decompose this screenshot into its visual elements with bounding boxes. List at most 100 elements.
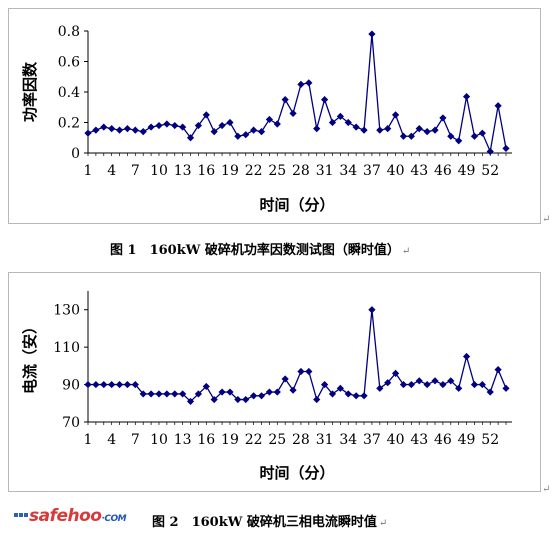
chart-panel-power-factor: 0 0.2 0.4 0.6 0.8 1 4 7 10 13 16 19 22 25 28 31 34 37 40 43…: [8, 8, 541, 224]
data-point-marker: [289, 109, 297, 117]
y-tick-label: 90: [62, 378, 80, 394]
data-point-marker: [470, 380, 479, 389]
current-chart: 70 90 110 130 1 4 7 10 13 16 19 22 25 28 31 34 37 40 43 46 4…: [21, 291, 512, 482]
x-tick-label: 46: [434, 163, 452, 179]
chart-panel-current: 70 90 110 130 1 4 7 10 13 16 19 22 25 28 31 34 37 40 43 46 4…: [8, 272, 541, 492]
series-line: [87, 33, 507, 154]
watermark-suffix: ·COM: [101, 514, 127, 524]
data-point-marker: [305, 79, 313, 87]
data-point-marker: [439, 380, 447, 389]
data-point-marker: [352, 392, 360, 400]
y-tick-label: 0.6: [58, 55, 80, 71]
return-mark: ↵: [542, 214, 551, 225]
y-tick-label: 130: [53, 303, 80, 319]
x-tick-label: 10: [150, 432, 168, 448]
data-point-marker: [250, 126, 258, 134]
x-tick-label: 1: [84, 163, 93, 179]
data-point-marker: [281, 96, 289, 104]
x-tick-label: 25: [268, 163, 286, 179]
y-axis-label: 功率因数: [21, 61, 39, 122]
x-tick-label: 52: [481, 163, 499, 179]
data-point-marker: [147, 390, 155, 398]
x-tick-label: 13: [174, 163, 192, 179]
x-tick-label: 4: [107, 163, 116, 179]
x-tick-label: 49: [458, 163, 476, 179]
data-point-marker: [352, 123, 360, 131]
x-tick-label: 52: [481, 432, 499, 448]
data-point-marker: [257, 128, 266, 136]
x-tick-label: 40: [387, 432, 405, 448]
data-point-marker: [502, 144, 510, 153]
figure-2-caption-text: 图 2 160kW 破碎机三相电流瞬时值: [152, 515, 377, 530]
data-point-marker: [92, 380, 100, 389]
x-tick-label: 19: [221, 163, 239, 179]
data-point-marker: [478, 380, 486, 389]
x-tick-label: 13: [174, 432, 192, 448]
data-point-marker: [242, 131, 250, 139]
x-tick-label: 22: [245, 163, 263, 179]
data-point-marker: [384, 379, 392, 387]
data-point-marker: [297, 367, 305, 376]
data-point-marker: [108, 380, 116, 389]
x-tick-label: 22: [245, 432, 263, 448]
data-point-marker: [147, 123, 155, 131]
return-mark: ↵: [378, 518, 388, 529]
watermark-brand: safehoo: [29, 506, 102, 526]
x-tick-label: 16: [197, 432, 215, 448]
data-point-marker: [289, 386, 297, 394]
x-axis-label: 时间（分）: [259, 464, 334, 482]
data-point-marker: [360, 392, 368, 400]
data-point-marker: [115, 380, 124, 389]
x-tick-label: 31: [316, 163, 334, 179]
data-point-marker: [250, 392, 258, 400]
data-point-marker: [171, 121, 179, 130]
data-point-marker: [313, 125, 321, 133]
data-point-marker: [242, 395, 250, 404]
return-mark: ↵: [542, 484, 551, 495]
y-tick-label: 0.4: [58, 85, 80, 101]
data-point-marker: [313, 395, 321, 404]
data-point-marker: [218, 121, 226, 130]
data-point-marker: [368, 30, 376, 38]
y-tick-label: 0.2: [58, 116, 80, 132]
data-point-marker: [84, 129, 92, 137]
x-tick-label: 43: [410, 163, 428, 179]
x-tick-label: 34: [339, 432, 357, 448]
data-point-marker: [131, 126, 139, 134]
data-point-marker: [447, 132, 455, 140]
x-tick-label: 1: [84, 432, 93, 448]
data-point-marker: [407, 380, 415, 389]
x-tick-label: 10: [150, 163, 168, 179]
x-tick-label: 49: [458, 432, 476, 448]
data-point-marker: [431, 126, 439, 134]
data-point-marker: [321, 96, 329, 104]
data-point-marker: [179, 123, 187, 131]
x-tick-label: 43: [410, 432, 428, 448]
data-point-marker: [336, 384, 344, 392]
figure-2-caption: 图 2 160kW 破碎机三相电流瞬时值 ↵: [152, 511, 387, 530]
data-point-marker: [84, 380, 92, 389]
figure-1-caption: 图 1 160kW 破碎机功率因数测试图（瞬时值） ↵: [110, 239, 410, 258]
data-point-marker: [415, 377, 423, 385]
x-tick-label: 28: [292, 163, 310, 179]
data-point-marker: [391, 111, 400, 119]
data-point-marker: [423, 380, 431, 389]
data-point-marker: [462, 352, 471, 361]
safehoo-watermark-logo: safehoo·COM: [14, 506, 127, 526]
x-tick-label: 34: [339, 163, 357, 179]
data-point-marker: [494, 366, 502, 374]
data-point-marker: [305, 367, 313, 376]
data-point-marker: [194, 121, 203, 130]
data-point-marker: [478, 129, 486, 137]
x-tick-label: 37: [363, 432, 381, 448]
data-point-marker: [123, 125, 132, 133]
data-point-marker: [265, 115, 273, 124]
data-point-marker: [115, 126, 124, 134]
data-point-marker: [328, 390, 337, 398]
x-tick-label: 25: [268, 432, 286, 448]
y-tick-label: 0.8: [58, 24, 80, 40]
data-point-marker: [92, 126, 100, 134]
data-point-marker: [210, 395, 218, 404]
data-point-marker: [486, 147, 494, 156]
y-tick-label: 110: [53, 340, 80, 356]
